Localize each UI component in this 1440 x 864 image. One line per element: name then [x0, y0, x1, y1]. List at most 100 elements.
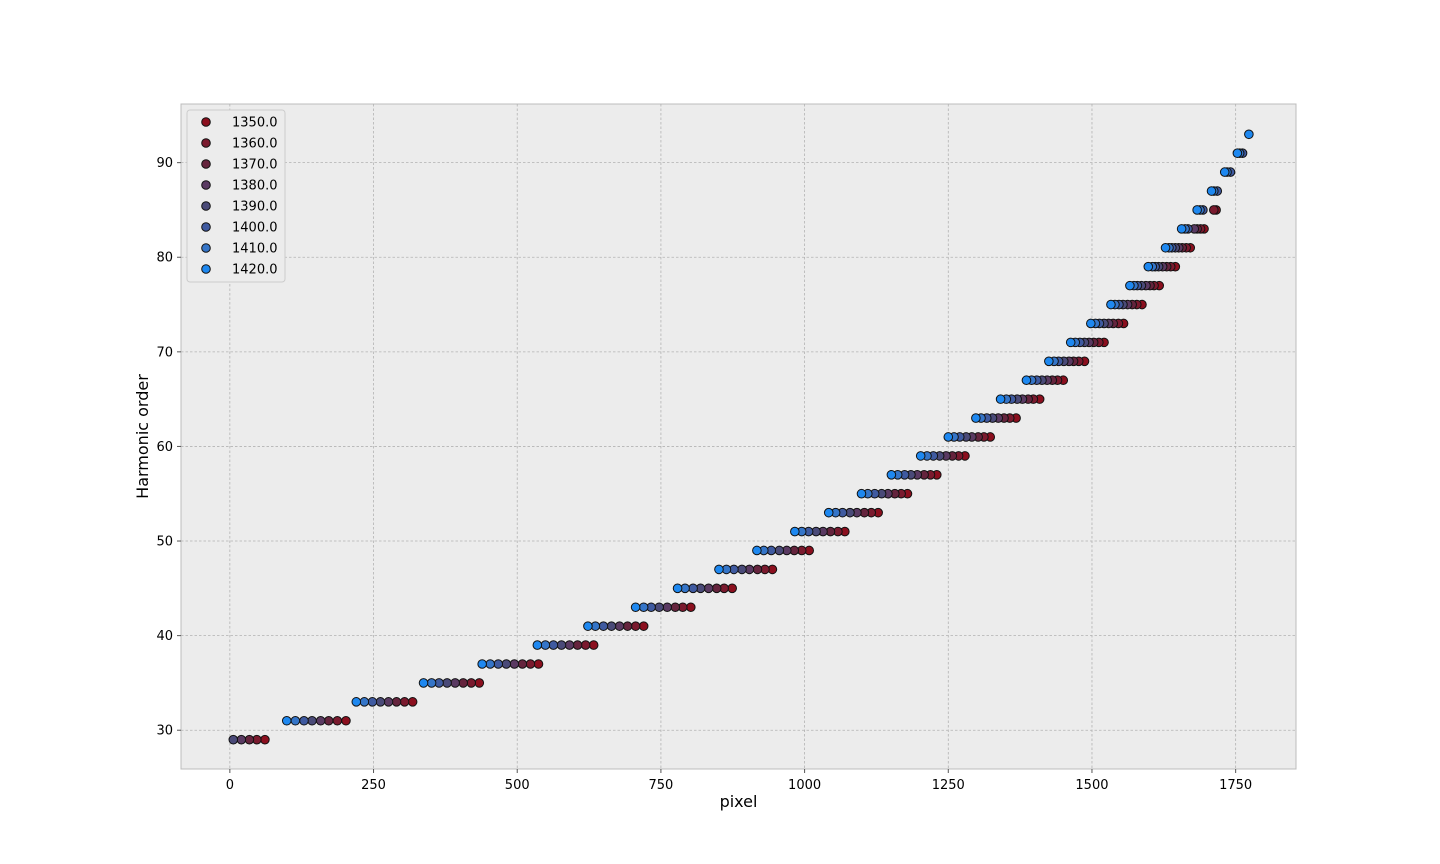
- data-point: [466, 678, 477, 688]
- data-points: [228, 129, 1254, 745]
- data-point: [1160, 242, 1171, 253]
- data-point: [737, 564, 747, 575]
- x-tick-label: 500: [505, 778, 530, 793]
- data-point: [332, 715, 343, 726]
- data-point: [383, 697, 394, 707]
- data-point: [367, 697, 378, 707]
- data-point: [886, 470, 897, 480]
- legend-marker: [201, 138, 211, 148]
- data-point: [533, 659, 544, 669]
- data-point: [1143, 261, 1154, 272]
- legend-entry: 1360.0: [201, 137, 278, 152]
- data-point: [407, 697, 418, 707]
- data-point: [1192, 205, 1202, 215]
- data-point: [540, 640, 551, 650]
- data-point: [1244, 129, 1254, 140]
- legend-entry: 1420.0: [201, 263, 278, 278]
- data-point: [1219, 167, 1230, 177]
- data-point: [630, 621, 641, 631]
- data-point: [281, 715, 292, 726]
- data-point: [1086, 318, 1096, 329]
- data-point: [774, 545, 785, 556]
- data-point: [290, 715, 301, 726]
- data-point: [580, 640, 591, 650]
- series-1420.0: [281, 129, 1254, 726]
- x-tick-label: 1750: [1219, 778, 1252, 793]
- data-point: [662, 602, 673, 613]
- data-point: [485, 659, 496, 669]
- data-point: [391, 697, 402, 707]
- legend-marker: [201, 264, 211, 274]
- x-tick-label: 1250: [932, 778, 965, 793]
- x-tick-label: 250: [361, 778, 386, 793]
- data-point: [995, 394, 1006, 404]
- data-point: [856, 488, 867, 499]
- data-point: [260, 734, 270, 745]
- legend-marker: [201, 222, 211, 232]
- legend-entry: 1390.0: [201, 200, 278, 215]
- legend-entry: 1370.0: [201, 158, 278, 173]
- legend-marker: [201, 243, 211, 253]
- data-point: [228, 734, 239, 745]
- data-point: [703, 583, 714, 594]
- data-point: [307, 715, 317, 726]
- data-point: [442, 678, 452, 688]
- data-point: [1106, 299, 1116, 310]
- data-point: [426, 678, 437, 688]
- data-point: [399, 697, 410, 707]
- legend-label: 1390.0: [232, 200, 278, 215]
- data-point: [418, 678, 429, 688]
- data-point: [572, 640, 583, 650]
- x-tick-label: 1000: [788, 778, 821, 793]
- data-point: [1206, 186, 1217, 196]
- legend-label: 1420.0: [232, 263, 278, 278]
- data-point: [501, 659, 512, 669]
- data-point: [638, 602, 649, 613]
- data-point: [315, 715, 326, 726]
- data-point: [790, 526, 800, 537]
- data-point: [823, 507, 834, 518]
- legend-box: [186, 109, 286, 283]
- data-point: [236, 734, 247, 745]
- y-tick-label: 60: [156, 440, 173, 455]
- data-point: [509, 659, 520, 669]
- data-point: [1021, 375, 1032, 386]
- legend-entry: 1350.0: [201, 116, 278, 131]
- legend-entry: 1380.0: [201, 179, 278, 194]
- data-point: [450, 678, 460, 688]
- data-point: [654, 602, 664, 613]
- y-tick-label: 70: [156, 345, 173, 360]
- data-point: [517, 659, 528, 669]
- data-point: [341, 715, 351, 726]
- data-point: [583, 621, 593, 631]
- data-point: [711, 583, 722, 594]
- legend-label: 1350.0: [232, 116, 278, 131]
- data-point: [752, 545, 762, 556]
- y-axis-ticks: 30 40 50 60 70 80 90: [156, 156, 181, 739]
- data-point: [630, 602, 641, 613]
- data-point: [1125, 280, 1135, 291]
- data-point: [532, 640, 543, 650]
- legend-marker: [201, 117, 211, 127]
- data-point: [638, 621, 649, 631]
- data-point: [493, 659, 504, 669]
- data-point: [670, 602, 681, 613]
- data-point: [564, 640, 575, 650]
- x-tick-label: 1500: [1075, 778, 1108, 793]
- x-tick-label: 0: [226, 778, 234, 793]
- data-point: [714, 564, 724, 575]
- data-point: [622, 621, 633, 631]
- data-point: [477, 659, 487, 669]
- data-point: [548, 640, 559, 650]
- data-point: [614, 621, 625, 631]
- data-point: [359, 697, 370, 707]
- y-axis-title: Harmonic order: [133, 374, 152, 499]
- plot-area: [180, 103, 1297, 770]
- legend-label: 1400.0: [232, 221, 278, 236]
- grid-lines: [181, 104, 1296, 769]
- y-tick-label: 30: [156, 724, 173, 739]
- data-point: [244, 734, 255, 745]
- data-point: [351, 697, 362, 707]
- data-point: [598, 621, 609, 631]
